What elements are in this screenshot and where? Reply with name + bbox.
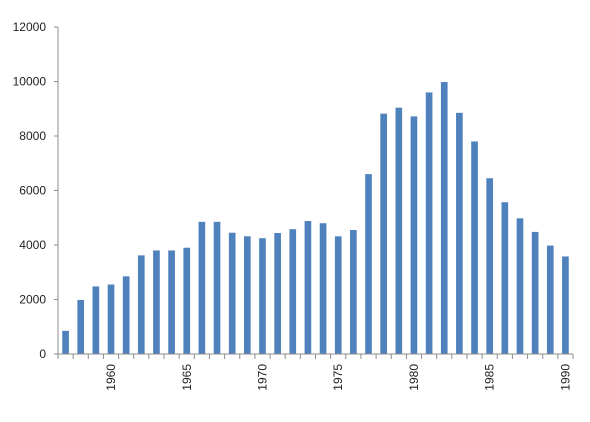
bar-1968: [228, 232, 236, 354]
bar-1979: [395, 107, 403, 354]
bar-1962: [137, 255, 145, 354]
bar-1970: [259, 238, 266, 354]
x-axis-tick-marks: [57, 354, 574, 359]
bar-1971: [274, 233, 281, 354]
bar-1985: [486, 178, 494, 354]
y-tick-label: 12000: [13, 20, 47, 34]
y-tick-label: 0: [39, 347, 46, 361]
bar-1978: [380, 113, 387, 354]
x-tick-label: 1990: [558, 364, 572, 391]
bars: [62, 82, 569, 355]
bar-1987: [516, 218, 524, 354]
x-tick-label: 1965: [180, 364, 194, 391]
bar-1983: [456, 112, 463, 354]
bar-1966: [198, 221, 206, 354]
bar-1988: [531, 231, 539, 354]
x-tick-label: 1980: [407, 364, 421, 391]
bar-1980: [410, 116, 418, 354]
bar-1977: [365, 174, 372, 354]
bar-1963: [153, 250, 160, 354]
bar-1990: [562, 256, 569, 354]
bar-1967: [213, 221, 221, 354]
bar-1989: [546, 245, 554, 354]
bar-1964: [168, 250, 175, 354]
bar-1959: [92, 286, 100, 354]
x-tick-label: 1975: [331, 364, 345, 391]
x-tick-label: 1970: [255, 364, 269, 391]
x-axis-tick-labels: 1960 1965 1970 1975 1980 1985 1990: [104, 364, 572, 391]
y-tick-label: 8000: [19, 129, 46, 143]
bar-1972: [289, 229, 297, 354]
bar-1960: [107, 284, 115, 354]
bar-1961: [122, 276, 130, 354]
bar-1957: [62, 330, 69, 354]
bar-1984: [471, 141, 478, 354]
bar-1976: [350, 230, 357, 354]
bar-1982: [440, 82, 448, 355]
y-tick-label: 4000: [19, 238, 46, 252]
bar-1974: [319, 223, 327, 354]
y-tick-label: 2000: [19, 293, 46, 307]
y-tick-label: 10000: [13, 75, 47, 89]
y-tick-label: 6000: [19, 184, 46, 198]
bar-1981: [425, 92, 433, 355]
x-tick-label: 1985: [483, 364, 497, 391]
bar-1986: [501, 202, 509, 354]
bar-1973: [304, 221, 312, 354]
bar-1958: [77, 300, 85, 354]
bar-1975: [334, 236, 342, 354]
y-axis-tick-labels: 0 2000 4000 6000 8000 10000 12000: [13, 20, 58, 361]
bar-1965: [183, 247, 191, 354]
x-tick-label: 1960: [104, 364, 118, 391]
bar-1969: [244, 236, 251, 354]
